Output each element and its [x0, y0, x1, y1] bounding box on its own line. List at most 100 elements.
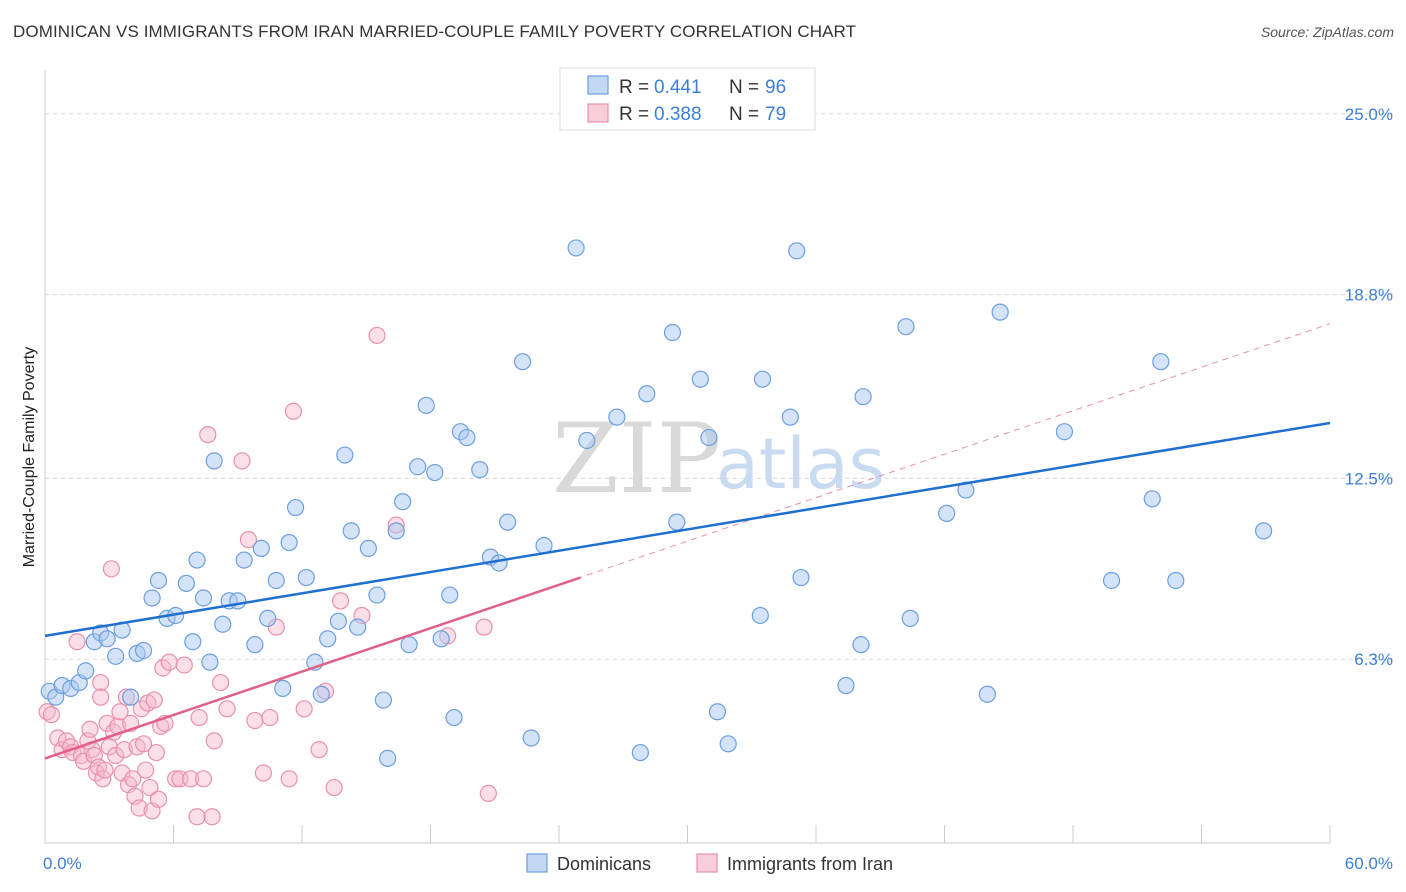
legend-r-label: R = [619, 77, 649, 98]
axes [44, 70, 1331, 844]
dominicans-point [400, 636, 418, 654]
dominicans-point [122, 688, 140, 706]
dominicans-point [297, 568, 315, 587]
iran-point [92, 688, 110, 706]
iran-point [137, 761, 155, 779]
y-tick-label: 6.3% [1354, 650, 1393, 669]
dominicans-point [938, 504, 956, 522]
dominicans-point [1152, 353, 1170, 371]
dominicans-point [77, 662, 95, 680]
dominicans-point [854, 388, 872, 406]
dominicans-point [608, 408, 626, 426]
dominicans-point [312, 685, 330, 703]
watermark-atlas: atlas [716, 423, 885, 505]
iran-point [134, 735, 153, 753]
iran-point [92, 673, 110, 692]
dominicans-point [668, 513, 686, 531]
iran-point [239, 531, 258, 549]
iran-point [190, 708, 208, 727]
dominicans-point [409, 458, 427, 476]
iran-point [325, 778, 343, 797]
dominicans-point [426, 463, 444, 482]
dominicans-point [513, 353, 532, 371]
iran-point [167, 770, 185, 788]
iran-point [205, 732, 223, 750]
dominicans-point [1055, 423, 1074, 441]
iran-point [203, 808, 221, 826]
iran-point [175, 656, 193, 674]
dominicans-point [458, 428, 476, 447]
x-tick-label: 0.0% [43, 854, 82, 873]
iran-point [218, 700, 236, 718]
legend-r-value-iran: 0.388 [654, 104, 702, 125]
bottom-legend-label-dominicans: Dominicans [557, 854, 651, 874]
dominicans-point [417, 396, 435, 415]
dominicans-point [522, 729, 540, 747]
dominicans-point [490, 554, 508, 572]
dominicans-point [1167, 571, 1185, 590]
iran-trend-line [44, 576, 581, 760]
dominicans-point [700, 428, 718, 447]
dominicans-point [177, 574, 195, 592]
dominicans-point [499, 513, 517, 531]
iran-point [199, 426, 217, 444]
dominicans-point [246, 636, 264, 654]
dominicans-point [753, 370, 772, 388]
source-label: Source: ZipAtlas.com [1260, 24, 1394, 40]
dominicans-point [792, 568, 810, 587]
dominicans-point [897, 318, 915, 336]
dominicans-point [98, 630, 116, 648]
dominicans-point [201, 653, 219, 671]
y-tick-label: 25.0% [1345, 105, 1393, 124]
dominicans-point [788, 242, 806, 260]
grid-lines [45, 113, 1393, 660]
dominicans-point [1255, 522, 1273, 540]
dominicans-point [394, 493, 412, 511]
legend: R = 0.441 N = 96 R = 0.388 N = 79 [559, 67, 816, 131]
iran-point [74, 752, 93, 770]
dominicans-point [319, 630, 337, 648]
iran-point [295, 700, 313, 718]
iran-point [284, 402, 303, 420]
iran-point [102, 560, 120, 578]
dominicans-point [336, 446, 354, 464]
dominicans-point [194, 589, 213, 607]
dominicans-point [107, 647, 125, 665]
dominicans-point [432, 630, 450, 648]
dominicans-point [708, 703, 727, 721]
iran-point [475, 618, 493, 636]
legend-r-value-dominicans: 0.441 [654, 77, 702, 98]
dominicans-point [359, 539, 377, 557]
dominicans-point [214, 615, 232, 633]
legend-n-label: N = [729, 104, 759, 125]
iran-point [115, 741, 133, 759]
dominicans-point [781, 408, 799, 426]
iran-point [107, 746, 125, 765]
iran-point [331, 592, 350, 610]
dominicans-point [719, 735, 737, 753]
dominicans-point [567, 239, 585, 257]
dominicans-point [578, 431, 596, 450]
iran-point [188, 808, 206, 826]
x-tick-labels: 0.0% 60.0% [43, 854, 1393, 873]
iran-point [280, 770, 298, 788]
dominicans-point [349, 618, 367, 636]
y-tick-labels: 6.3% 12.5% 18.8% 25.0% [1345, 105, 1393, 669]
iran-point [68, 633, 86, 651]
dominicans-point [991, 303, 1009, 321]
iran-point [182, 770, 200, 788]
iran-point [141, 778, 159, 797]
bottom-legend-label-iran: Immigrants from Iran [727, 854, 893, 874]
dominicans-point [751, 606, 769, 625]
legend-n-label: N = [729, 77, 759, 98]
dominicans-point [638, 385, 656, 403]
bottom-legend: Dominicans Immigrants from Iran [526, 853, 893, 874]
iran-point [212, 673, 230, 692]
legend-swatch-iran [587, 103, 609, 123]
dominicans-point [663, 323, 682, 342]
iran-point [233, 452, 251, 470]
chart-title: DOMINICAN VS IMMIGRANTS FROM IRAN MARRIE… [13, 22, 857, 41]
dominicans-point [280, 533, 298, 552]
y-tick-label: 12.5% [1345, 469, 1393, 488]
iran-point [149, 790, 168, 808]
